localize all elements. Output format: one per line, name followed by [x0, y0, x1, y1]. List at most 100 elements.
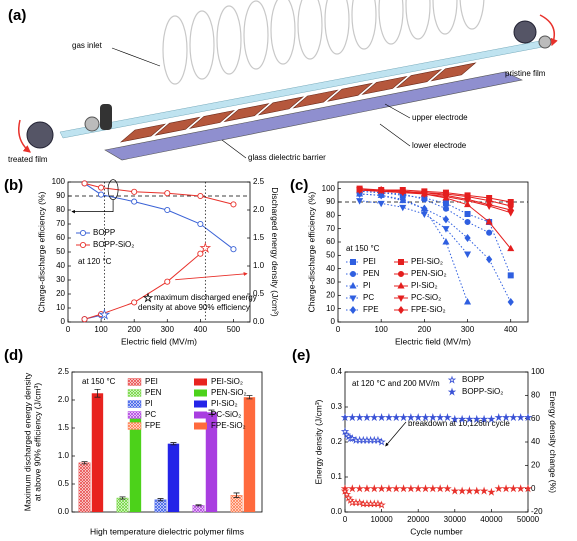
marker	[392, 413, 401, 422]
x-tick-label: 20000	[407, 515, 430, 524]
legend-label: PEI	[363, 257, 376, 266]
legend-label: PI-SiO₂	[411, 281, 438, 290]
leader	[221, 139, 247, 159]
x-tick-label: 30000	[444, 515, 467, 524]
x-tick-label: 40000	[480, 515, 503, 524]
legend-label: PEI-SiO₂	[411, 257, 443, 266]
y2-tick-label: 1.5	[253, 233, 265, 242]
error-bar	[233, 492, 240, 498]
error-bar	[119, 496, 126, 500]
electrode	[292, 89, 339, 109]
y-tick-label: 40	[56, 261, 65, 270]
electrode	[257, 96, 305, 116]
marker	[378, 185, 385, 195]
y-axis-label: Energy density (J/cm³)	[313, 399, 323, 484]
panel-label: (d)	[4, 347, 23, 364]
y-tick-label: 70	[56, 219, 65, 228]
y-tick-label: 60	[56, 233, 65, 242]
marker	[443, 484, 452, 493]
y-tick-label: 10	[326, 304, 335, 313]
y-tick-label: 80	[56, 205, 65, 214]
glass-barrier	[104, 71, 523, 161]
series-line	[359, 193, 512, 303]
y-axis-label: Charge-discharge efficiency (%)	[306, 191, 316, 312]
y2-tick-label: 0.0	[253, 317, 265, 326]
legend-marker	[79, 229, 87, 237]
legend-marker	[349, 270, 357, 278]
legend-swatch	[194, 378, 207, 386]
marker	[384, 413, 394, 422]
y-tick-label: 0.2	[331, 437, 343, 446]
label: pristine film	[505, 69, 546, 78]
marker	[457, 486, 467, 495]
legend-marker	[349, 305, 357, 315]
error-bar	[81, 461, 88, 465]
x-tick-label: 300	[461, 325, 475, 334]
marker	[399, 195, 406, 204]
marker	[342, 490, 352, 499]
marker	[373, 499, 383, 508]
error-bar	[170, 442, 177, 446]
pointer-arrow	[71, 199, 114, 214]
y-tick-label: 100	[52, 177, 66, 186]
legend-marker	[398, 259, 404, 265]
roller	[100, 104, 112, 130]
marker	[378, 191, 385, 200]
gas-tube	[324, 0, 350, 55]
roller	[84, 116, 100, 132]
x-tick-label: 200	[418, 325, 432, 334]
marker	[485, 218, 493, 225]
label: glass dielectric barrier	[248, 153, 326, 162]
x-tick-label: 50000	[517, 515, 540, 524]
marker	[413, 413, 423, 422]
legend-label: FPE	[363, 305, 379, 314]
gas-tube	[351, 0, 377, 50]
y-tick-label: 30	[326, 277, 335, 286]
x-tick-label: 0	[66, 325, 71, 334]
plot-frame	[337, 181, 529, 323]
y-tick-label: 50	[56, 247, 65, 256]
gas-tube	[162, 15, 188, 85]
roller	[513, 20, 537, 44]
x-axis-label: Cycle number	[410, 526, 463, 536]
annotation: at 120 °C and 200 MV/m	[352, 379, 440, 388]
error-bar	[195, 504, 202, 507]
marker	[501, 484, 511, 493]
error-bar	[246, 395, 253, 400]
marker	[479, 414, 489, 423]
legend-marker	[397, 305, 405, 315]
annotation: breakdown at 10,126th cycle	[408, 419, 510, 428]
legend-marker	[349, 295, 357, 302]
marker	[98, 308, 111, 320]
marker	[442, 205, 450, 212]
legend-label: BOPP-SiO₂	[93, 240, 134, 249]
legend-label: BOPP-SiO₂	[462, 387, 503, 396]
x-tick-label: 300	[161, 325, 175, 334]
y2-tick-label: 60	[531, 414, 540, 423]
marker	[164, 278, 171, 285]
legend-label: FPE-SiO₂	[411, 305, 446, 314]
marker	[131, 188, 138, 195]
y-tick-label: 0.4	[331, 367, 343, 376]
note-icon	[142, 292, 154, 303]
y2-tick-label: 0.5	[253, 289, 265, 298]
roller	[538, 35, 552, 49]
marker	[355, 413, 364, 422]
marker	[348, 434, 357, 443]
y2-tick-label: 1.0	[253, 261, 265, 270]
x-axis-label: High temperature dielectric polymer film…	[90, 526, 244, 536]
marker	[507, 244, 515, 252]
reactor-diagram: (a) gas inlet pristine film upper electr…	[8, 0, 558, 164]
legend-label: BOPP	[93, 228, 115, 237]
marker	[464, 298, 472, 305]
leader	[384, 103, 411, 119]
marker	[377, 484, 386, 493]
gas-tube	[243, 0, 269, 70]
legend-label: PC-SiO₂	[411, 293, 441, 302]
note: density at above 90% efficiency	[138, 303, 250, 312]
marker	[494, 413, 503, 422]
label: treated film	[8, 155, 48, 164]
marker	[377, 200, 385, 208]
y2-tick-label: 40	[531, 437, 540, 446]
